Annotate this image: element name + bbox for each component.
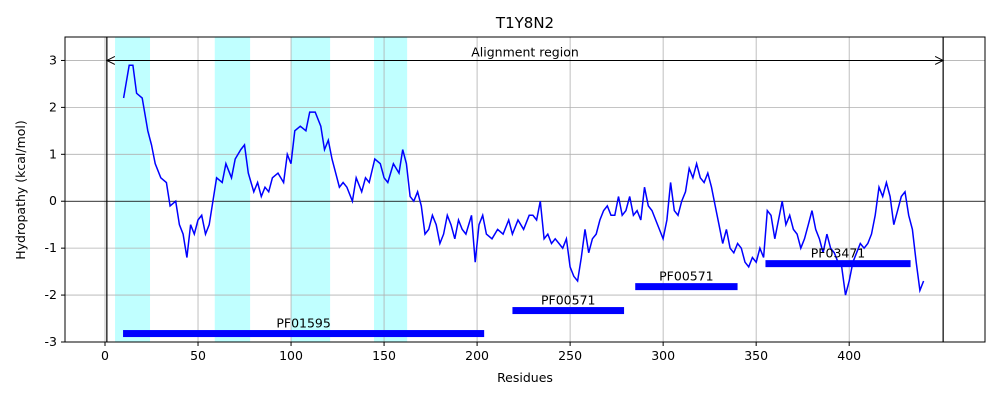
x-tick-label: 200 [465,348,489,363]
x-tick-label: 150 [372,348,396,363]
plot-frame [64,36,986,343]
x-tick-label: 100 [279,348,303,363]
domain-bar [635,283,738,291]
x-axis-label: Residues [497,370,553,385]
x-tick-label: 0 [101,348,109,363]
y-axis-label: Hydropathy (kcal/mol) [13,120,28,260]
y-tick-label: 0 [49,193,57,208]
y-tick-label: -3 [45,334,57,349]
x-tick-label: 250 [558,348,582,363]
shaded-region [214,37,251,342]
x-tick-label: 300 [651,348,675,363]
domain-bar [765,260,911,268]
x-tick-label: 50 [190,348,206,363]
x-tick-label: 400 [837,348,861,363]
domain-label: PF00571 [659,269,714,284]
y-tick-label: -1 [45,240,57,255]
hydropathy-line [122,64,925,296]
domain-label: PF03471 [811,246,866,261]
y-tick-label: 2 [49,99,57,114]
x-tick-label: 350 [744,348,768,363]
shaded-region [115,37,151,342]
domain-bar [123,330,485,338]
shaded-region [291,37,331,342]
shaded-region [374,37,408,342]
domain-label: PF00571 [541,293,596,308]
annotation: Alignment region [471,44,579,59]
domain-label: PF01595 [276,316,331,331]
y-tick-label: -2 [45,287,57,302]
y-tick-label: 3 [49,52,57,67]
y-tick-label: 1 [49,146,57,161]
chart-title: T1Y8N2 [495,14,554,32]
domain-bar [512,307,625,315]
